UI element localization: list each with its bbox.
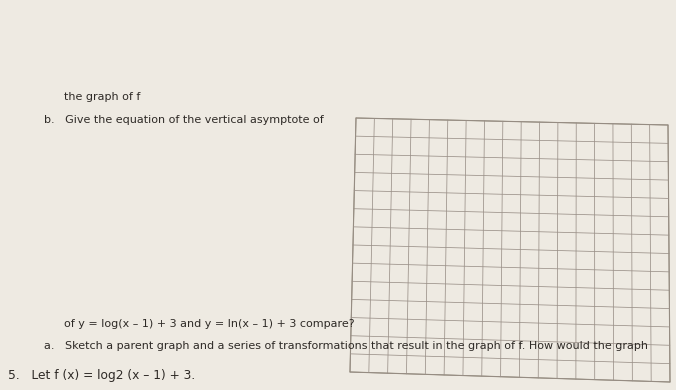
Text: b.   Give the equation of the vertical asymptote of: b. Give the equation of the vertical asy… xyxy=(44,115,324,125)
Polygon shape xyxy=(350,118,670,382)
Text: 5.   Let f (x) = log2 (x – 1) + 3.: 5. Let f (x) = log2 (x – 1) + 3. xyxy=(8,369,195,381)
Text: the graph of f: the graph of f xyxy=(64,92,141,102)
Text: a.   Sketch a parent graph and a series of transformations that result in the gr: a. Sketch a parent graph and a series of… xyxy=(44,341,648,351)
Text: of y = log(x – 1) + 3 and y = ln(x – 1) + 3 compare?: of y = log(x – 1) + 3 and y = ln(x – 1) … xyxy=(64,319,355,329)
